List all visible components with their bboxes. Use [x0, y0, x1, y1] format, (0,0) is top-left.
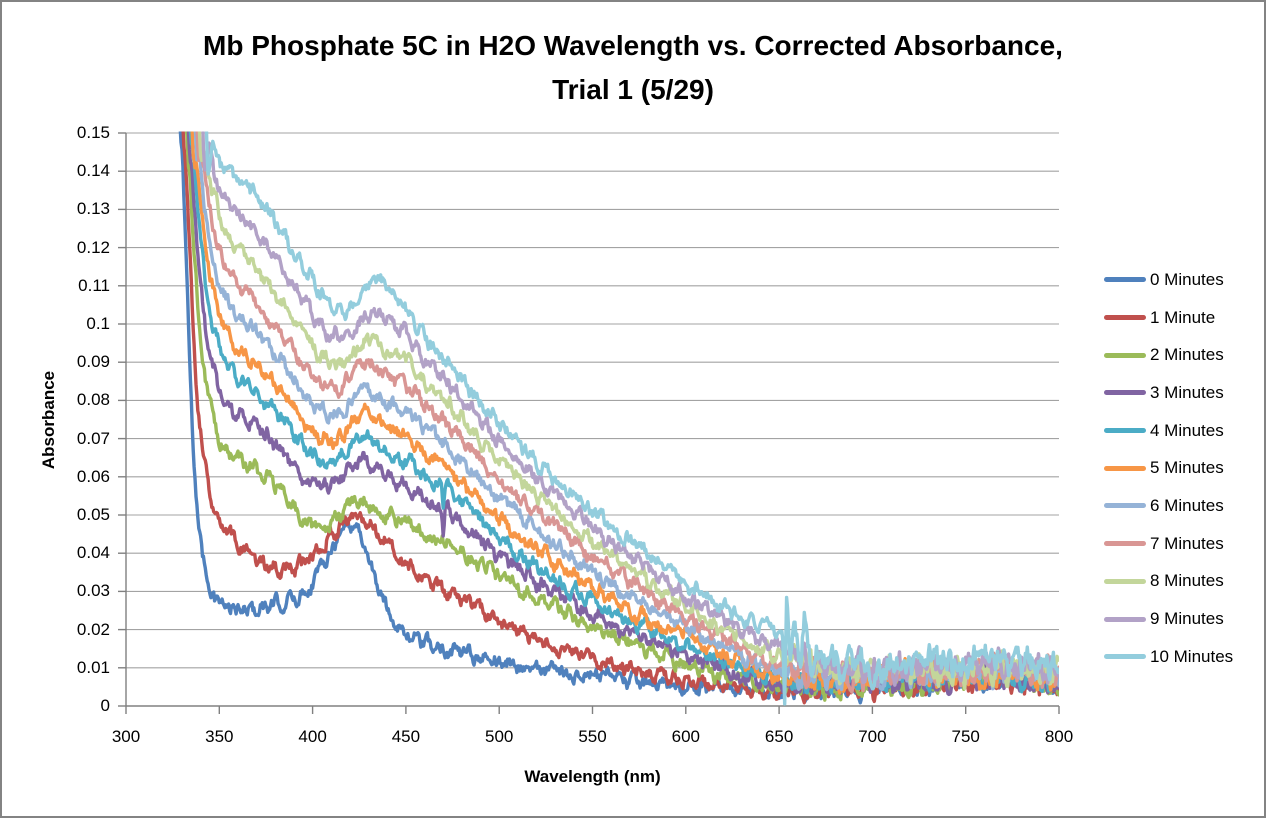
legend-label: 0 Minutes: [1150, 269, 1224, 289]
legend-entry-4-minutes: 4 Minutes: [1104, 412, 1233, 450]
chart-title: Mb Phosphate 5C in H2O Wavelength vs. Co…: [2, 24, 1264, 112]
legend-entry-7-minutes: 7 Minutes: [1104, 525, 1233, 563]
legend-entry-10-minutes: 10 Minutes: [1104, 638, 1233, 676]
y-tick-label: 0.14: [76, 161, 110, 181]
series-line-2-minutes: [185, 131, 1059, 702]
chart-title-line-2: Trial 1 (5/29): [552, 74, 714, 105]
legend-entry-5-minutes: 5 Minutes: [1104, 449, 1233, 487]
legend-entry-9-minutes: 9 Minutes: [1104, 600, 1233, 638]
legend-label: 8 Minutes: [1150, 571, 1224, 591]
x-tick-label: 750: [951, 727, 980, 746]
legend-swatch: [1104, 616, 1146, 622]
y-tick-label: 0.01: [76, 657, 110, 677]
legend-entry-3-minutes: 3 Minutes: [1104, 374, 1233, 412]
legend-label: 4 Minutes: [1150, 420, 1224, 440]
x-tick-label: 300: [111, 727, 141, 746]
legend-swatch: [1104, 390, 1146, 396]
x-tick-label: 600: [671, 727, 700, 746]
y-tick-label: 0.03: [76, 581, 110, 601]
y-tick-label: 0.07: [76, 428, 110, 448]
legend-swatch: [1104, 578, 1146, 584]
legend: 0 Minutes 1 Minute 2 Minutes 3 Minutes 4 Min…: [1104, 261, 1233, 676]
y-tick-label: 0.12: [76, 237, 110, 257]
legend-swatch: [1104, 352, 1146, 358]
y-tick-label: 0.1: [86, 314, 110, 333]
legend-label: 10 Minutes: [1150, 646, 1234, 666]
legend-label: 2 Minutes: [1150, 345, 1224, 365]
x-tick-label: 400: [298, 727, 327, 746]
legend-entry-2-minutes: 2 Minutes: [1104, 336, 1233, 374]
legend-swatch: [1104, 465, 1146, 471]
legend-label: 7 Minutes: [1150, 533, 1224, 553]
legend-entry-0-minutes: 0 Minutes: [1104, 261, 1233, 299]
y-tick-label: 0: [100, 696, 110, 715]
series-line-9-minutes: [201, 131, 1059, 688]
x-tick-label: 650: [764, 727, 794, 746]
y-tick-label: 0.04: [76, 543, 110, 563]
y-tick-label: 0.15: [76, 123, 110, 142]
legend-swatch: [1104, 428, 1146, 434]
y-tick-label: 0.13: [76, 199, 110, 219]
x-tick-label: 700: [858, 727, 887, 746]
x-tick-label: 500: [485, 727, 514, 746]
legend-entry-8-minutes: 8 Minutes: [1104, 563, 1233, 601]
legend-entry-6-minutes: 6 Minutes: [1104, 487, 1233, 525]
x-tick-label: 450: [391, 727, 421, 746]
x-tick-label: 350: [205, 727, 234, 746]
legend-label: 5 Minutes: [1150, 458, 1224, 478]
y-tick-label: 0.06: [76, 466, 110, 486]
legend-label: 3 Minutes: [1150, 382, 1224, 402]
legend-swatch: [1104, 315, 1146, 321]
legend-label: 9 Minutes: [1150, 609, 1224, 629]
y-tick-label: 0.08: [76, 390, 110, 410]
legend-swatch: [1104, 654, 1146, 660]
x-tick-label: 800: [1044, 727, 1074, 746]
y-tick-label: 0.11: [78, 275, 110, 295]
legend-swatch: [1104, 503, 1146, 509]
y-tick-label: 0.02: [76, 619, 110, 639]
legend-label: 1 Minute: [1150, 307, 1216, 327]
series-line-1-minute: [181, 131, 1059, 705]
y-tick-label: 0.09: [76, 352, 110, 372]
y-tick-label: 0.05: [76, 505, 110, 524]
legend-swatch: [1104, 541, 1146, 547]
legend-entry-1-minute: 1 Minute: [1104, 299, 1233, 337]
x-axis-title: Wavelength (nm): [524, 767, 661, 786]
legend-swatch: [1104, 277, 1146, 283]
x-tick-label: 550: [578, 727, 607, 746]
chart-title-line-1: Mb Phosphate 5C in H2O Wavelength vs. Co…: [203, 30, 1063, 61]
legend-label: 6 Minutes: [1150, 495, 1224, 515]
series-line-10-minutes: [204, 131, 1059, 706]
y-axis-title: Absorbance: [39, 370, 58, 470]
